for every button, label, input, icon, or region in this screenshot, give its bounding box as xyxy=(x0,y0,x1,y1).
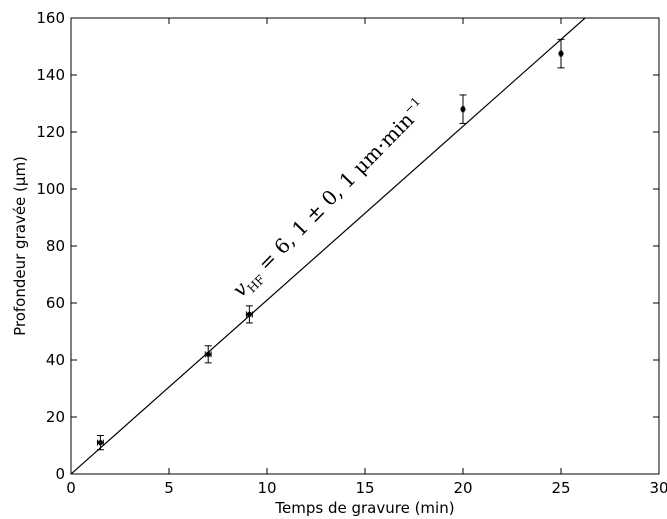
data-marker xyxy=(558,51,564,57)
y-tick-label: 0 xyxy=(55,465,65,483)
x-tick-label: 0 xyxy=(66,479,76,497)
x-tick-label: 15 xyxy=(355,479,374,497)
x-tick-label: 25 xyxy=(551,479,570,497)
fit-line xyxy=(71,18,586,474)
data-marker xyxy=(460,106,466,112)
data-marker xyxy=(97,440,103,446)
x-tick-label: 10 xyxy=(257,479,276,497)
y-tick-label: 140 xyxy=(36,66,65,84)
data-marker xyxy=(205,351,211,357)
y-tick-label: 100 xyxy=(36,180,65,198)
y-tick-label: 60 xyxy=(46,294,65,312)
data-point xyxy=(204,345,212,364)
y-axis-label: Profondeur gravée (μm) xyxy=(11,156,29,336)
x-tick-label: 30 xyxy=(649,479,667,497)
data-marker xyxy=(246,311,252,317)
y-tick-label: 40 xyxy=(46,351,65,369)
y-tick-label: 80 xyxy=(46,237,65,255)
data-point xyxy=(459,94,467,124)
x-tick-label: 5 xyxy=(164,479,174,497)
data-point xyxy=(557,38,565,69)
y-tick-label: 20 xyxy=(46,408,65,426)
x-axis: 0 5 10 15 20 25 30 xyxy=(66,18,667,497)
y-tick-label: 160 xyxy=(36,9,65,27)
x-tick-label: 20 xyxy=(453,479,472,497)
y-tick-label: 120 xyxy=(36,123,65,141)
x-axis-label: Temps de gravure (min) xyxy=(274,499,454,517)
y-axis: 0 20 40 60 80 100 120 140 160 xyxy=(36,9,659,483)
plot-area xyxy=(71,18,586,474)
data-point xyxy=(245,305,253,324)
data-point xyxy=(96,435,104,451)
